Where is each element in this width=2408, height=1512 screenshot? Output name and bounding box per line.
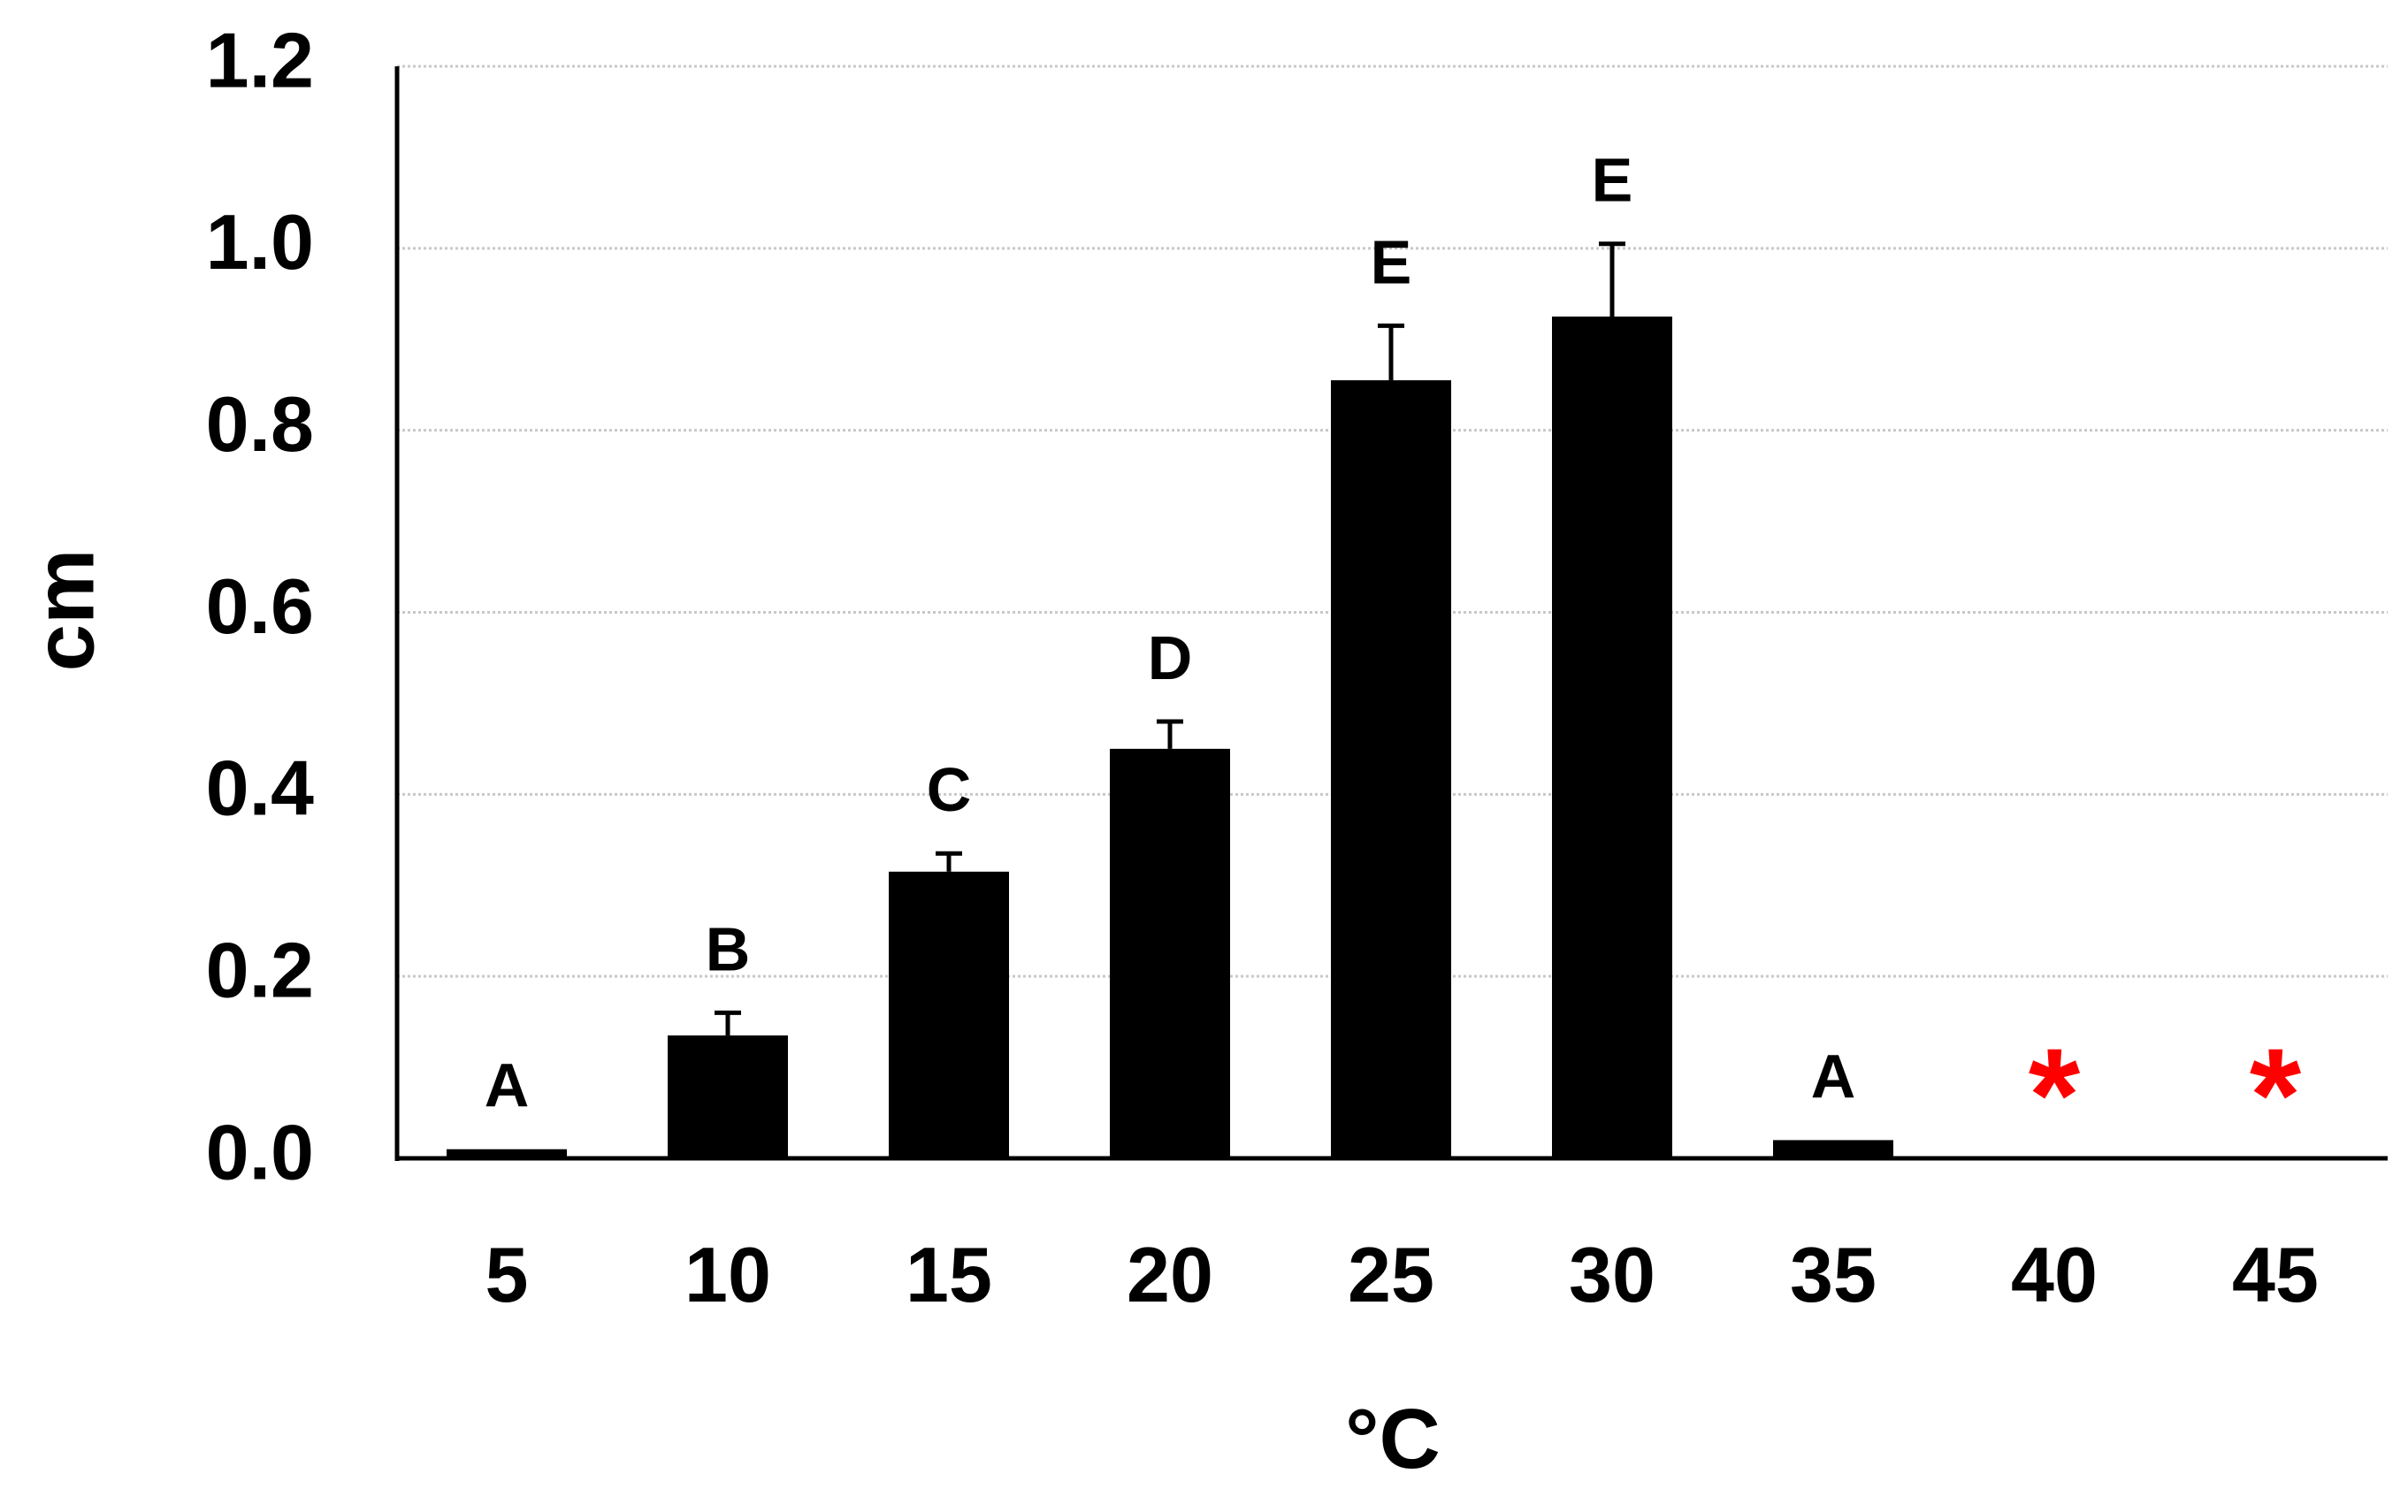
- bar: [1552, 317, 1672, 1158]
- x-tick-label: 15: [906, 1231, 992, 1318]
- no-growth-star: *: [2250, 1020, 2302, 1169]
- y-tick-label: 1.2: [206, 16, 314, 103]
- y-tick-label: 0.0: [206, 1108, 314, 1195]
- bar: [668, 1035, 788, 1158]
- x-tick-label: 35: [1790, 1231, 1877, 1318]
- y-tick-label: 0.4: [206, 745, 314, 832]
- y-tick-label: 0.8: [206, 380, 314, 468]
- x-tick-label: 40: [2011, 1231, 2098, 1318]
- significance-label: C: [927, 755, 972, 824]
- y-tick-label: 1.0: [206, 198, 314, 286]
- bar: [1110, 748, 1230, 1158]
- labels: 0.0 0.2 0.4 0.6 0.8 1.0 1.2 5 A 10 B 15 C 20 D 25 E 30 E 35…: [206, 16, 2319, 1318]
- bar: [447, 1149, 567, 1158]
- x-tick-label: 30: [1569, 1231, 1655, 1318]
- bar: [1331, 380, 1451, 1158]
- bars: [447, 241, 1893, 1158]
- significance-label: A: [1811, 1042, 1856, 1111]
- significance-label: D: [1148, 623, 1193, 692]
- x-tick-label: 25: [1348, 1231, 1434, 1318]
- bar: [1773, 1140, 1893, 1158]
- x-tick-label: 45: [2232, 1231, 2319, 1318]
- significance-label: A: [485, 1051, 530, 1120]
- x-tick-label: 10: [684, 1231, 771, 1318]
- significance-label: E: [1592, 146, 1633, 215]
- y-axis-title: cm: [17, 549, 111, 672]
- axes: [394, 66, 2388, 1161]
- significance-label: B: [706, 914, 751, 983]
- x-axis-title: °C: [1345, 1392, 1441, 1486]
- significance-label: E: [1371, 227, 1412, 296]
- x-tick-label: 20: [1127, 1231, 1213, 1318]
- x-tick-label: 5: [485, 1231, 529, 1318]
- y-tick-label: 0.6: [206, 562, 314, 650]
- no-growth-star: *: [2029, 1020, 2081, 1169]
- bar: [889, 871, 1009, 1158]
- y-tick-label: 0.2: [206, 926, 314, 1013]
